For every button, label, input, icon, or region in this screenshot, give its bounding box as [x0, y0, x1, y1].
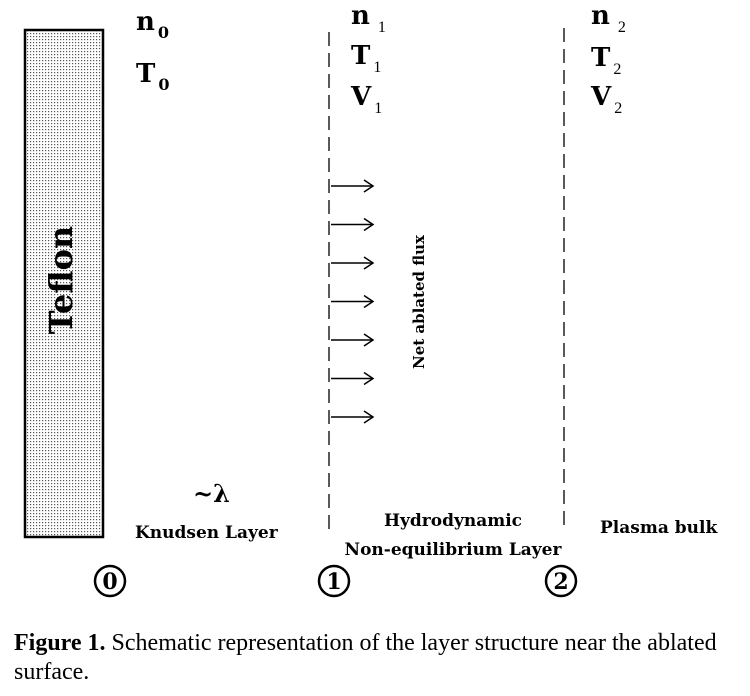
- flux-arrow: [331, 179, 375, 193]
- non-equilibrium-layer-label: Non-equilibrium Layer: [345, 540, 563, 560]
- marker-2: 2: [544, 564, 578, 598]
- knudsen-layer-label: Knudsen Layer: [135, 523, 279, 543]
- svg-text:0: 0: [102, 569, 117, 595]
- marker-0: 0: [93, 564, 127, 598]
- flux-arrow: [331, 256, 375, 270]
- flux-arrows: [331, 179, 375, 424]
- svg-text:1: 1: [326, 569, 341, 595]
- marker-1: 1: [317, 564, 351, 598]
- flux-arrow: [331, 410, 375, 424]
- teflon-slab: [23, 28, 105, 539]
- caption-text: Schematic representation of the layer st…: [14, 630, 717, 685]
- flux-arrow: [331, 217, 375, 232]
- flux-arrow: [331, 294, 375, 309]
- figure-caption: Figure 1. Schematic representation of th…: [14, 629, 734, 687]
- teflon-label: Teflon: [42, 226, 80, 334]
- flux-label: Net ablated flux: [410, 234, 428, 369]
- plasma-bulk-label: Plasma bulk: [600, 518, 718, 538]
- flux-arrow: [331, 333, 375, 347]
- caption-figure-label: Figure 1.: [14, 630, 106, 656]
- hydrodynamic-label: Hydrodynamic: [384, 511, 522, 531]
- lambda-label: ~λ: [193, 479, 230, 508]
- svg-text:2: 2: [553, 569, 568, 595]
- flux-arrow: [331, 371, 375, 386]
